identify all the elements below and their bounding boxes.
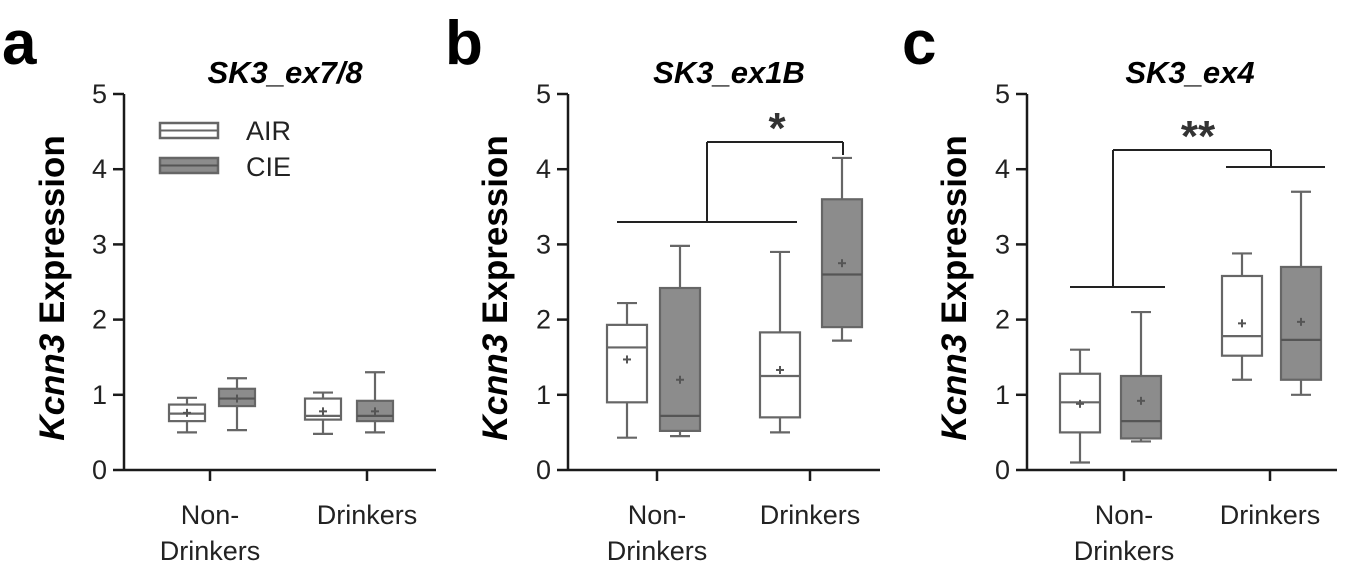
panel-b: b SK3_ex1B Kcnn3 Expression 0 1 2 3 4 5 Non- Dr…: [445, 9, 880, 566]
y-tick-label: 5: [92, 79, 107, 109]
x-category-label: Non-: [181, 500, 240, 530]
y-tick-label: 0: [995, 455, 1010, 485]
y-tick-label: 3: [92, 229, 107, 259]
box-air: [758, 331, 802, 419]
panel-a-letter: a: [2, 9, 37, 78]
y-tick-label: 1: [536, 380, 551, 410]
panel-c: c SK3_ex4 Kcnn3 Expression 0 1 2 3 4 5 Non- Dri…: [902, 9, 1337, 566]
panel-a-ylabel: Kcnn3 Expression: [33, 135, 72, 440]
y-tick-label: 4: [995, 154, 1010, 184]
y-tick-label: 2: [536, 305, 551, 335]
legend-cie-label: CIE: [246, 152, 291, 182]
y-tick-label: 2: [92, 305, 107, 335]
panel-b-significance: *: [617, 104, 844, 223]
sig-star: *: [768, 104, 786, 153]
panel-c-letter: c: [902, 9, 936, 78]
box-cie: [1279, 265, 1323, 381]
panel-b-plot: 0 1 2 3 4 5 Non- Drinkers Drinkers: [536, 79, 880, 566]
x-category-label: Drinkers: [1074, 536, 1175, 566]
y-tick-label: 2: [995, 305, 1010, 335]
x-category-label: Non-: [628, 500, 687, 530]
sig-double-star: **: [1181, 112, 1216, 161]
panel-c-plot: 0 1 2 3 4 5 Non- Drinkers Drinkers: [995, 79, 1337, 566]
y-tick-label: 3: [995, 229, 1010, 259]
box-cie: [658, 286, 702, 432]
panel-c-title: SK3_ex4: [1125, 55, 1254, 90]
x-category-label: Non-: [1095, 500, 1154, 530]
y-tick-label: 4: [536, 154, 551, 184]
x-category-label: Drinkers: [607, 536, 708, 566]
panel-a-title: SK3_ex7/8: [207, 55, 363, 90]
legend-air-label: AIR: [246, 116, 291, 146]
y-tick-label: 3: [536, 229, 551, 259]
x-category-label: Drinkers: [1220, 500, 1321, 530]
y-tick-label: 5: [995, 79, 1010, 109]
panel-b-ylabel: Kcnn3 Expression: [476, 135, 515, 440]
panel-b-title: SK3_ex1B: [653, 55, 805, 90]
panel-c-ylabel: Kcnn3 Expression: [935, 135, 974, 440]
y-tick-label: 0: [536, 455, 551, 485]
box-cie: [820, 198, 864, 329]
x-category-label: Drinkers: [160, 536, 261, 566]
panel-a: a SK3_ex7/8 Kcnn3 Expression 0 1 2 3 4 5 Non- D…: [2, 9, 436, 566]
box-air: [605, 323, 649, 404]
x-category-label: Drinkers: [317, 500, 418, 530]
y-tick-label: 0: [92, 455, 107, 485]
box-cie: [1119, 374, 1163, 440]
panel-c-significance: **: [1070, 112, 1325, 288]
panel-b-letter: b: [445, 9, 483, 78]
y-tick-label: 4: [92, 154, 107, 184]
legend: AIR CIE: [158, 116, 291, 182]
y-tick-label: 1: [92, 380, 107, 410]
x-category-label: Drinkers: [760, 500, 861, 530]
y-tick-label: 5: [536, 79, 551, 109]
panel-a-plot: 0 1 2 3 4 5 Non- Drinkers Drinkers: [92, 79, 436, 566]
box-air: [1220, 274, 1264, 357]
y-tick-label: 1: [995, 380, 1010, 410]
